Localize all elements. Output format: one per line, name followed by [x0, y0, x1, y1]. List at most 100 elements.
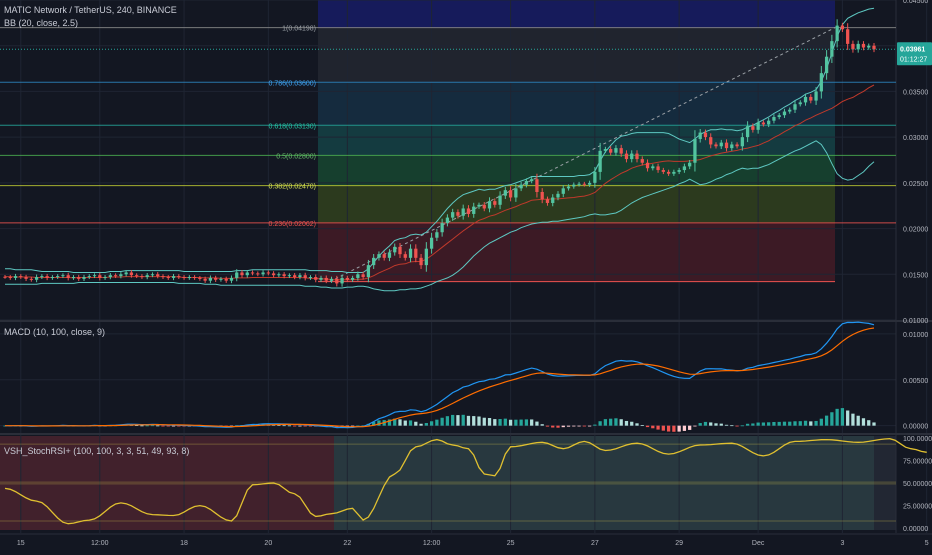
candle-down	[140, 274, 144, 279]
candle-body	[630, 153, 634, 160]
macd-histogram-bar	[482, 417, 486, 426]
candle-body	[609, 149, 613, 153]
macd-histogram-bar	[840, 408, 845, 426]
candle-up	[393, 243, 397, 256]
candle-body	[761, 122, 766, 125]
candle-body	[66, 275, 70, 278]
candle-up	[171, 273, 176, 281]
candle-up	[551, 194, 555, 207]
candle-body	[40, 276, 44, 278]
macd-histogram-bar	[645, 425, 650, 428]
candle-body	[8, 277, 12, 279]
candle-down	[214, 275, 218, 282]
candle-up	[445, 214, 450, 227]
candle-body	[261, 272, 265, 275]
bb-indicator-label[interactable]: BB (20, close, 2.5)	[4, 18, 79, 28]
candle-up	[61, 273, 65, 279]
macd-histogram-bar	[709, 422, 713, 426]
candle-up	[40, 274, 44, 279]
candle-up	[682, 163, 687, 173]
candle-down	[609, 146, 613, 156]
macd-histogram-bar	[161, 425, 165, 427]
price-axis-tick: 0.01500	[903, 272, 928, 279]
candle-body	[245, 272, 249, 276]
candle-up	[13, 273, 18, 281]
candle-body	[856, 43, 860, 50]
candle-up	[514, 183, 518, 202]
macd-histogram-bar	[498, 419, 502, 426]
candle-up	[424, 242, 428, 272]
candle-up	[756, 118, 760, 134]
candle-down	[703, 129, 708, 141]
macd-histogram-bar	[487, 418, 492, 426]
candle-down	[493, 198, 497, 208]
macd-histogram-bar	[387, 419, 392, 426]
candle-body	[192, 277, 197, 279]
candle-up	[372, 253, 376, 269]
last-price-badge	[897, 42, 932, 66]
macd-histogram-bar	[435, 419, 439, 426]
candle-up	[82, 274, 86, 282]
candle-down	[508, 186, 513, 202]
macd-histogram-bar	[477, 416, 481, 426]
candle-body	[709, 137, 713, 145]
candle-up	[408, 244, 413, 263]
candle-down	[345, 275, 349, 282]
candle-up	[366, 259, 371, 283]
candle-body	[835, 25, 839, 42]
candle-body	[340, 277, 344, 284]
candle-down	[456, 209, 460, 219]
candle-down	[540, 188, 544, 204]
macd-histogram-bar	[414, 421, 418, 426]
macd-histogram-bar	[872, 422, 876, 426]
candle-body	[277, 274, 281, 276]
candle-up	[477, 202, 481, 209]
candle-body	[350, 277, 355, 280]
candle-body	[235, 272, 239, 278]
candle-body	[256, 273, 260, 275]
candle-down	[361, 271, 365, 280]
macd-indicator-label[interactable]: MACD (10, 100, close, 9)	[4, 327, 106, 337]
candle-up	[71, 275, 76, 280]
macd-histogram-bar	[503, 418, 507, 426]
macd-histogram-bar	[287, 425, 292, 427]
macd-histogram-bar	[445, 416, 450, 426]
macd-histogram-bar	[524, 419, 529, 426]
candle-up	[340, 274, 344, 287]
candle-down	[113, 273, 118, 279]
macd-histogram-bar	[767, 422, 771, 426]
candle-body	[166, 277, 170, 279]
candle-body	[572, 184, 576, 187]
macd-histogram-bar	[429, 421, 434, 426]
time-axis-tick: Dec	[752, 540, 765, 547]
candle-down	[635, 150, 639, 163]
macd-histogram-bar	[761, 422, 766, 426]
macd-histogram-bar	[377, 420, 381, 426]
candle-body	[435, 232, 439, 238]
stochrsi-indicator-label[interactable]: VSH_StochRSI+ (100, 100, 3, 3, 51, 49, 9…	[4, 446, 190, 456]
candle-body	[735, 144, 739, 147]
macd-histogram-bar	[719, 423, 723, 426]
candle-body	[19, 276, 23, 278]
macd-histogram-bar	[772, 421, 776, 426]
candle-body	[514, 188, 518, 198]
macd-histogram-bar	[782, 421, 787, 426]
candle-up	[772, 114, 776, 124]
macd-histogram-bar	[635, 423, 639, 426]
candle-body	[577, 183, 581, 185]
candle-up	[498, 191, 502, 210]
candle-up	[566, 184, 571, 191]
candle-body	[329, 278, 334, 281]
macd-histogram-bar	[593, 424, 597, 426]
candle-body	[156, 274, 160, 277]
candle-body	[624, 153, 629, 160]
candle-down	[314, 274, 318, 283]
macd-histogram-bar	[693, 425, 697, 427]
fib-zone	[318, 82, 835, 126]
candle-body	[498, 195, 502, 205]
candle-down	[182, 275, 186, 280]
price-axis-tick: 0.02000	[903, 227, 928, 234]
candle-up	[377, 251, 381, 261]
macd-histogram-bar	[466, 415, 471, 426]
